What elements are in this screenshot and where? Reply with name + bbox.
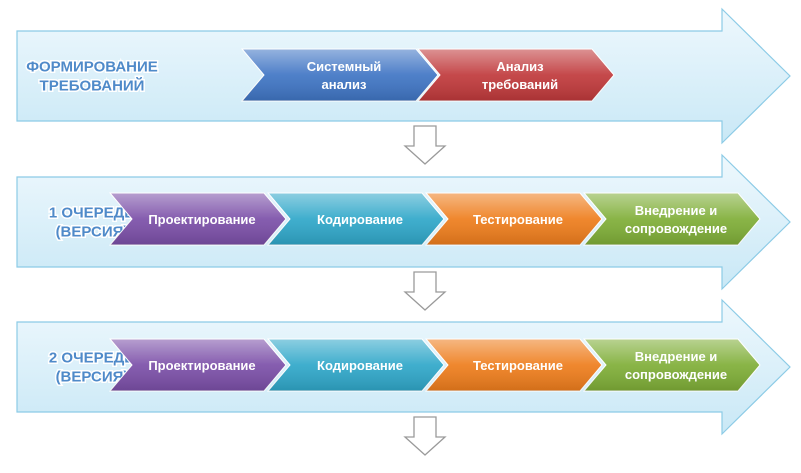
chevron-gloss [242,49,438,101]
step-label: Проектирование [148,358,255,373]
chevron-gloss [584,339,760,391]
process-step-chevron: Системный анализ [240,48,439,102]
process-step-chevron: Тестирование [424,338,603,392]
process-step-chevron: Кодирование [266,338,445,392]
step-label-line: анализ [321,77,367,92]
step-label-line: требований [482,77,558,92]
process-step-chevron: Внедрение и сопровождение [582,338,761,392]
step-label-line: Системный [307,59,382,74]
stage-band: ФОРМИРОВАНИЕ ТРЕБОВАНИЙ Системный анализ Ана… [16,7,791,145]
process-step-chevron: Проектирование [108,338,287,392]
chevron-gloss [426,339,602,391]
stage-label-line: (ВЕРСИЯ) [56,224,129,241]
step-label-line: Внедрение и [635,203,718,218]
step-label-line: сопровождение [625,367,727,382]
step-label-line: Проектирование [148,358,255,373]
step-label: Кодирование [317,212,403,227]
chevron-gloss [268,193,444,245]
step-label-line: Тестирование [473,212,563,227]
step-label: Тестирование [473,212,563,227]
stage-label-line: 1 ОЧЕРЕДЬ [49,205,135,222]
chevron-gloss [418,49,614,101]
down-arrow-icon [403,416,447,456]
chevron-gloss [110,193,286,245]
process-step-chevron: Внедрение и сопровождение [582,192,761,246]
step-label: Внедрение и сопровождение [625,203,727,236]
process-step-chevron: Анализ требований [416,48,615,102]
step-label-line: Проектирование [148,212,255,227]
stage-label-line: (ВЕРСИЯ) [56,369,129,386]
chevron-gloss [110,339,286,391]
step-label-line: Кодирование [317,358,403,373]
down-arrow-icon [403,125,447,165]
stage-band: 1 ОЧЕРЕДЬ (ВЕРСИЯ) Проектирование Кодирован… [16,153,791,291]
stage-label: ФОРМИРОВАНИЕ ТРЕБОВАНИЙ [26,59,158,95]
stage-label: 2 ОЧЕРЕДЬ (ВЕРСИЯ) [49,350,135,386]
step-label: Системный анализ [307,59,382,92]
step-label-line: сопровождение [625,221,727,236]
step-label: Проектирование [148,212,255,227]
stage-band: 2 ОЧЕРЕДЬ (ВЕРСИЯ) Проектирование Кодирован… [16,298,791,436]
process-step-chevron: Проектирование [108,192,287,246]
chevron-gloss [268,339,444,391]
step-label: Внедрение и сопровождение [625,349,727,382]
stage-label-line: ТРЕБОВАНИЙ [40,77,145,95]
stage-label: 1 ОЧЕРЕДЬ (ВЕРСИЯ) [49,205,135,241]
process-step-chevron: Кодирование [266,192,445,246]
down-arrow-icon [403,271,447,311]
step-label-line: Внедрение и [635,349,718,364]
step-label: Кодирование [317,358,403,373]
stage-label-line: ФОРМИРОВАНИЕ [26,59,158,76]
stage-label-line: 2 ОЧЕРЕДЬ [49,350,135,367]
chevron-gloss [426,193,602,245]
step-label-line: Анализ [496,59,544,74]
step-label-line: Тестирование [473,358,563,373]
chevron-gloss [584,193,760,245]
step-label: Анализ требований [482,59,558,92]
step-label: Тестирование [473,358,563,373]
process-step-chevron: Тестирование [424,192,603,246]
step-label-line: Кодирование [317,212,403,227]
